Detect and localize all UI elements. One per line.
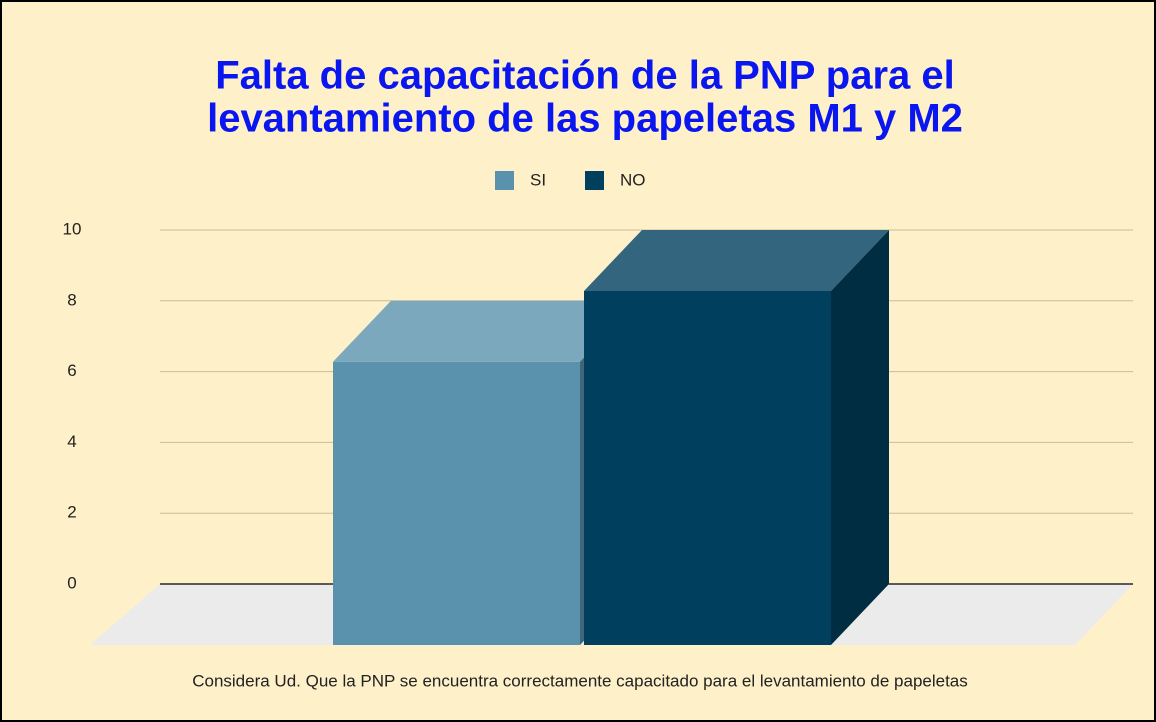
bar — [584, 291, 831, 645]
y-tick-label: 6 — [67, 361, 76, 380]
legend-swatch — [495, 171, 514, 190]
bar-top — [584, 230, 889, 291]
y-tick-label: 4 — [67, 432, 76, 451]
chart-title: Falta de capacitación de la PNP para el — [215, 54, 955, 98]
legend-label: NO — [620, 170, 646, 189]
y-tick-label: 0 — [67, 573, 76, 592]
bar-side — [831, 230, 889, 645]
legend-label: SI — [530, 170, 546, 189]
y-tick-label: 2 — [67, 503, 76, 522]
chart-title: levantamiento de las papeletas M1 y M2 — [207, 97, 963, 141]
bar-top — [333, 300, 638, 362]
legend-swatch — [585, 171, 604, 190]
y-tick-label: 8 — [67, 290, 76, 309]
bar — [333, 361, 580, 645]
y-tick-label: 10 — [63, 219, 82, 238]
x-axis-label: Considera Ud. Que la PNP se encuentra co… — [192, 671, 968, 690]
